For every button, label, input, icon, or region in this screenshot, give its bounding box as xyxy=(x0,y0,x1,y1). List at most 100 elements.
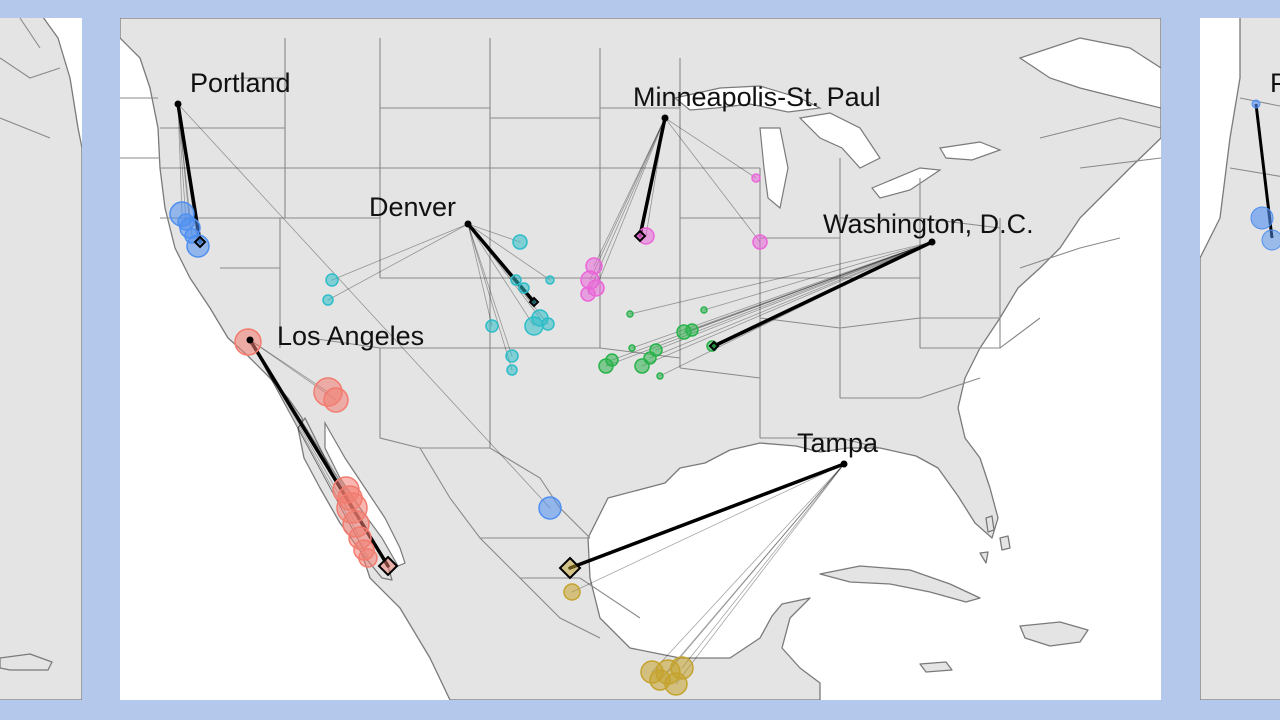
point-washington-d-c-8 xyxy=(626,310,634,318)
extra-point-0 xyxy=(538,496,562,520)
main-ray-washington-d-c xyxy=(712,240,934,348)
bahamas xyxy=(979,515,1011,564)
ray-denver-2 xyxy=(467,223,521,243)
destination-washington-d-c xyxy=(708,340,720,352)
ray-los-angeles-1 xyxy=(249,339,329,393)
side-map-right: P xyxy=(1200,18,1280,700)
destination-markers xyxy=(193,229,720,580)
main-ray-portland xyxy=(176,102,202,244)
point-minneapolis-st-paul-5 xyxy=(752,234,768,250)
ray-washington-d-c-3 xyxy=(649,241,933,359)
city-dot-minneapolis-st-paul xyxy=(661,114,669,122)
label-minneapolis-st-paul: Minneapolis-St. Paul xyxy=(633,82,881,112)
point-denver-10 xyxy=(506,364,518,376)
city-markers xyxy=(174,100,936,468)
ray-denver-8 xyxy=(467,223,493,327)
point-los-angeles-9 xyxy=(337,485,363,511)
map-canvas: Portland Los Angeles Denver Minneapolis-… xyxy=(120,18,1161,700)
ray-tampa-2 xyxy=(667,463,845,673)
side-map-left xyxy=(0,18,82,700)
destination-minneapolis-st-paul xyxy=(633,229,647,243)
northern-water xyxy=(1018,37,1161,109)
ray-tampa-4 xyxy=(659,463,845,681)
jamaica xyxy=(919,661,953,673)
extra-ray-0 xyxy=(177,103,551,509)
city-dot-denver xyxy=(464,220,472,228)
label-denver: Denver xyxy=(369,192,456,222)
hispaniola xyxy=(1019,621,1089,647)
ray-washington-d-c-4 xyxy=(655,241,933,351)
label-portland: Portland xyxy=(190,68,291,98)
point-denver-8 xyxy=(485,319,499,333)
ray-washington-d-c-1 xyxy=(611,241,933,361)
point-washington-d-c-1 xyxy=(605,353,619,367)
point-washington-d-c-4 xyxy=(649,343,663,357)
ray-minneapolis-st-paul-6 xyxy=(664,117,757,179)
point-denver-2 xyxy=(512,234,528,250)
point-washington-d-c-10 xyxy=(628,344,636,352)
ray-minneapolis-st-paul-5 xyxy=(664,117,761,243)
point-minneapolis-st-paul-6 xyxy=(751,173,761,183)
ray-denver-11 xyxy=(467,223,551,281)
ray-portland-0 xyxy=(177,103,183,215)
ray-tampa-1 xyxy=(651,463,845,673)
cuba xyxy=(819,565,981,603)
point-los-angeles-8 xyxy=(358,548,378,568)
main-map: Portland Los Angeles Denver Minneapolis-… xyxy=(120,18,1161,700)
point-tampa-5 xyxy=(664,672,688,696)
ray-tampa-0 xyxy=(571,463,845,593)
connection-lines xyxy=(176,102,934,685)
point-denver-9 xyxy=(505,349,519,363)
main-ray-minneapolis-st-paul xyxy=(638,116,667,238)
ray-washington-d-c-8 xyxy=(629,241,933,315)
ray-washington-d-c-6 xyxy=(691,241,933,331)
ray-minneapolis-st-paul-0 xyxy=(593,117,666,267)
gulf-of-california xyxy=(324,420,406,567)
city-labels: Portland Los Angeles Denver Minneapolis-… xyxy=(190,68,1034,458)
label-los-angeles: Los Angeles xyxy=(277,321,424,351)
point-minneapolis-st-paul-3 xyxy=(580,286,596,302)
point-denver-4 xyxy=(518,282,530,294)
destination-los-angeles xyxy=(377,555,399,577)
ray-denver-6 xyxy=(467,223,535,327)
ray-minneapolis-st-paul-2 xyxy=(595,117,666,289)
point-portland-4 xyxy=(184,228,200,244)
destination-denver xyxy=(528,296,540,308)
label-washington-dc: Washington, D.C. xyxy=(823,209,1034,239)
ray-washington-d-c-2 xyxy=(641,241,933,367)
ray-tampa-5 xyxy=(675,463,845,685)
ray-minneapolis-st-paul-1 xyxy=(589,117,666,281)
ray-washington-d-c-5 xyxy=(683,241,933,333)
ray-denver-0 xyxy=(331,223,469,281)
borders xyxy=(120,38,1161,639)
point-washington-d-c-9 xyxy=(700,306,708,314)
point-denver-3 xyxy=(510,274,522,286)
point-los-angeles-2 xyxy=(323,387,349,413)
city-dot-portland xyxy=(174,100,182,108)
point-denver-11 xyxy=(545,275,555,285)
destination-tampa xyxy=(558,556,582,580)
side-right-label: P xyxy=(1270,68,1280,98)
side-map-left-svg xyxy=(0,18,82,700)
point-denver-7 xyxy=(541,317,555,331)
ray-denver-1 xyxy=(327,223,469,301)
label-tampa: Tampa xyxy=(797,428,879,458)
point-denver-0 xyxy=(325,273,339,287)
ray-denver-10 xyxy=(467,223,513,371)
ray-washington-d-c-9 xyxy=(703,241,933,311)
point-denver-1 xyxy=(322,294,334,306)
main-ray-tampa xyxy=(568,462,846,570)
point-tampa-0 xyxy=(563,583,581,601)
point-washington-d-c-6 xyxy=(685,323,699,337)
city-dot-tampa xyxy=(840,460,848,468)
ray-denver-9 xyxy=(467,223,513,357)
point-denver-6 xyxy=(524,316,544,336)
city-dot-washington-d-c xyxy=(928,238,936,246)
great-lakes xyxy=(673,85,1002,210)
side-map-right-svg: P xyxy=(1200,18,1280,700)
city-dot-los-angeles xyxy=(246,336,254,344)
point-portland-3 xyxy=(177,213,195,231)
destination-portland xyxy=(193,235,207,249)
ray-tampa-3 xyxy=(681,463,845,669)
point-washington-d-c-11 xyxy=(656,372,664,380)
